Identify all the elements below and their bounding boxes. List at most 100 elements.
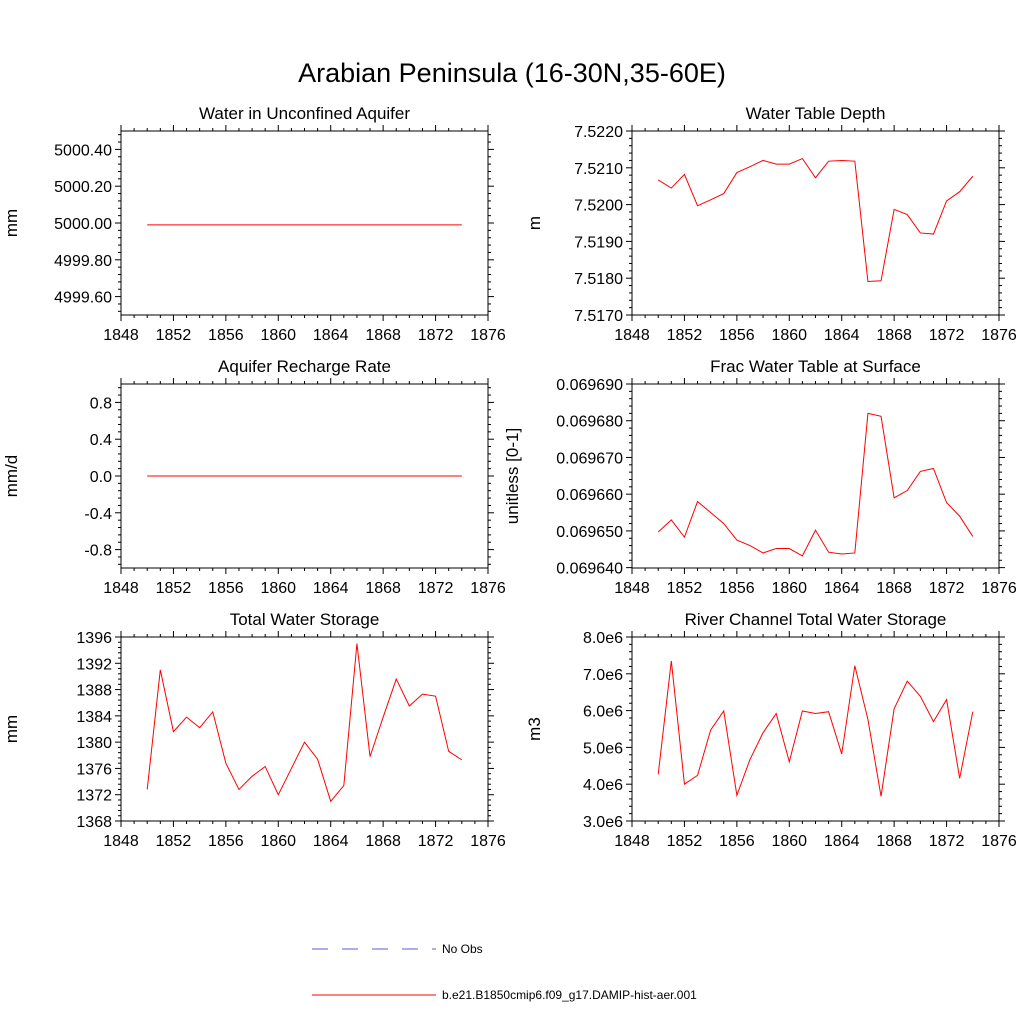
x-tick-label: 1868	[876, 580, 912, 597]
legend: No Obs b.e21.B1850cmip6.f09_g17.DAMIP-hi…	[312, 942, 697, 1002]
x-tick-label: 1864	[313, 580, 349, 597]
x-tick-label: 1848	[614, 833, 650, 850]
panel-title: Water in Unconfined Aquifer	[199, 104, 410, 123]
series-line	[657, 660, 974, 798]
y-tick-label: 0.069640	[556, 561, 623, 578]
panel-title: Aquifer Recharge Rate	[218, 357, 391, 376]
x-tick-label: 1856	[208, 833, 244, 850]
y-tick-label: 1380	[76, 735, 112, 752]
series-line	[146, 643, 463, 803]
x-tick-label: 1864	[824, 833, 860, 850]
y-tick-label: 5000.40	[54, 142, 112, 159]
x-tick-label: 1852	[156, 833, 192, 850]
y-tick-label: 7.5190	[574, 234, 623, 251]
panels: Water in Unconfined Aquifer 1848 1852 1856 1…	[2, 104, 1017, 850]
y-tick-label: 1396	[76, 630, 112, 647]
y-tick-label: 1376	[76, 761, 112, 778]
y-tick-label: 1392	[76, 656, 112, 673]
panel-aquifer-recharge-rate: Aquifer Recharge Rate 1848 1852 1856 1860 186…	[2, 357, 506, 597]
x-tick-label: 1876	[981, 580, 1017, 597]
x-tick-label: 1872	[418, 580, 454, 597]
y-tick-label: 7.5180	[574, 271, 623, 288]
x-tick-label: 1860	[260, 580, 296, 597]
x-tick-label: 1872	[929, 580, 965, 597]
y-tick-label: 7.0e6	[583, 667, 623, 684]
y-tick-label: 4999.80	[54, 253, 112, 270]
y-tick-label: 0.069680	[556, 414, 623, 431]
x-tick-label: 1848	[614, 327, 650, 344]
y-axis-label: m3	[525, 717, 544, 741]
x-tick-label: 1872	[929, 833, 965, 850]
y-tick-label: 3.0e6	[583, 814, 623, 831]
x-tick-label: 1856	[719, 327, 755, 344]
x-tick-label: 1868	[365, 327, 401, 344]
y-tick-label: 7.5220	[574, 124, 623, 141]
y-tick-label: 8.0e6	[583, 630, 623, 647]
x-tick-label: 1872	[418, 833, 454, 850]
y-tick-label: 1388	[76, 683, 112, 700]
y-tick-label: 1368	[76, 814, 112, 831]
x-tick-label: 1852	[156, 580, 192, 597]
x-tick-label: 1852	[156, 327, 192, 344]
y-tick-label: -0.8	[84, 543, 112, 560]
y-tick-label: 0.4	[90, 432, 112, 449]
x-tick-label: 1864	[313, 327, 349, 344]
x-tick-label: 1864	[824, 327, 860, 344]
y-tick-label: 5.0e6	[583, 740, 623, 757]
x-tick-label: 1856	[719, 833, 755, 850]
x-tick-label: 1856	[208, 580, 244, 597]
y-axis-label: mm/d	[2, 455, 21, 498]
x-tick-label: 1868	[876, 327, 912, 344]
panel-title: Frac Water Table at Surface	[710, 357, 921, 376]
y-tick-label: 1372	[76, 788, 112, 805]
y-tick-label: 7.5210	[574, 161, 623, 178]
x-tick-label: 1876	[470, 833, 506, 850]
figure-title: Arabian Peninsula (16-30N,35-60E)	[298, 58, 726, 88]
y-tick-label: 7.5200	[574, 198, 623, 215]
panel-total-water-storage: Total Water Storage 1848 1852 1856 1860 1864 1…	[2, 610, 506, 850]
x-tick-label: 1860	[260, 327, 296, 344]
panel-title: Total Water Storage	[230, 610, 380, 629]
y-tick-label: 4.0e6	[583, 777, 623, 794]
x-tick-label: 1860	[771, 833, 807, 850]
panel-water-table-depth: Water Table Depth 1848 1852 1856 1860 1864 186…	[525, 104, 1017, 344]
y-axis-label: m	[525, 216, 544, 230]
x-tick-label: 1856	[208, 327, 244, 344]
y-tick-label: 0.069690	[556, 377, 623, 394]
panel-frac-water-table-at-surface: Frac Water Table at Surface 1848 1852 1856 1…	[503, 357, 1017, 597]
y-tick-label: 1384	[76, 709, 112, 726]
y-tick-label: 0.069670	[556, 450, 623, 467]
x-tick-label: 1856	[719, 580, 755, 597]
x-tick-label: 1868	[365, 580, 401, 597]
x-tick-label: 1860	[771, 327, 807, 344]
y-tick-label: 0.0	[90, 469, 112, 486]
x-tick-label: 1860	[260, 833, 296, 850]
x-tick-label: 1868	[876, 833, 912, 850]
panel-water-in-unconfined-aquifer: Water in Unconfined Aquifer 1848 1852 1856 1…	[2, 104, 506, 344]
y-axis-label: mm	[2, 715, 21, 743]
legend-label-no-obs: No Obs	[442, 942, 483, 956]
series-line	[657, 412, 974, 557]
y-axis-label: mm	[2, 209, 21, 237]
panel-river-channel-total-water-storage: River Channel Total Water Storage 1848 185…	[525, 610, 1017, 850]
panel-title: River Channel Total Water Storage	[685, 610, 947, 629]
y-tick-label: 4999.60	[54, 290, 112, 307]
x-tick-label: 1848	[103, 327, 139, 344]
x-tick-label: 1876	[981, 327, 1017, 344]
panel-title: Water Table Depth	[746, 104, 886, 123]
legend-label-model-run: b.e21.B1850cmip6.f09_g17.DAMIP-hist-aer.…	[442, 988, 697, 1002]
y-tick-label: 5000.20	[54, 179, 112, 196]
x-tick-label: 1848	[103, 580, 139, 597]
x-tick-label: 1852	[667, 580, 703, 597]
y-tick-label: 5000.00	[54, 216, 112, 233]
x-tick-label: 1860	[771, 580, 807, 597]
x-tick-label: 1852	[667, 833, 703, 850]
y-tick-label: 0.069650	[556, 524, 623, 541]
y-tick-label: 0.069660	[556, 487, 623, 504]
x-tick-label: 1848	[614, 580, 650, 597]
x-tick-label: 1872	[929, 327, 965, 344]
y-tick-label: 7.5170	[574, 308, 623, 325]
x-tick-label: 1872	[418, 327, 454, 344]
